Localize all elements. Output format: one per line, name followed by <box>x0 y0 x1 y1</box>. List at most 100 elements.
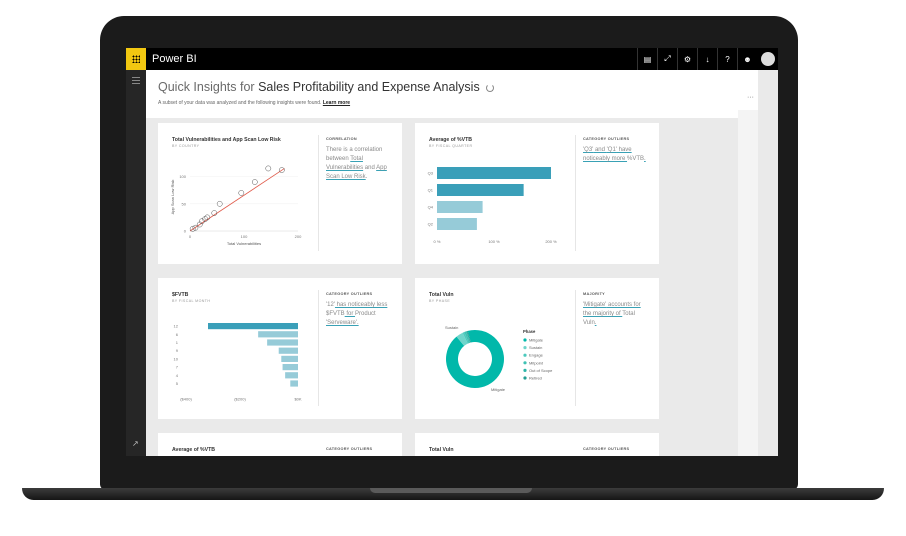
legend-entry: Sustain <box>529 345 542 350</box>
card-description: 'Mitigate' accounts for the majority of … <box>583 301 647 328</box>
card-subtitle: BY COUNTRY <box>172 144 200 148</box>
main-content: Quick Insights for Sales Profitability a… <box>146 70 758 456</box>
card-category: CATEGORY OUTLIERS <box>583 137 630 141</box>
desc-part: and <box>593 147 607 153</box>
subtitle-text: A subset of your data was analyzed and t… <box>158 100 322 106</box>
data-point <box>216 200 223 207</box>
legend-entry: Engage <box>529 353 544 358</box>
desc-part: $FVTB <box>326 311 345 317</box>
card-title: Total Vuln <box>429 292 454 298</box>
hamburger-icon[interactable] <box>132 77 140 84</box>
card-divider <box>318 135 319 251</box>
card-title: Average of %VTB <box>172 447 216 453</box>
insight-card[interactable]: Total Vulnerabilities and App Scan Low R… <box>158 123 402 264</box>
legend-entry: Mitigate <box>529 338 544 343</box>
pie-slice <box>466 330 471 343</box>
insight-card[interactable]: $FVTB BY FISCAL MONTH CATEGORY OUTLIERS '12… <box>158 278 402 419</box>
x-tick-label: 0 <box>189 234 192 239</box>
bar <box>437 218 477 230</box>
data-point <box>238 190 245 196</box>
avatar[interactable] <box>761 52 775 66</box>
chart: Q3 Q1 Q4 Q2 0 % 100 % 200 % <box>428 167 557 244</box>
x-tick-label: $0K <box>294 397 301 402</box>
learn-more-link[interactable]: Learn more <box>322 100 351 106</box>
legend-marker-icon <box>523 353 527 357</box>
pie-slice <box>464 331 470 344</box>
x-tick-label: 200 <box>295 234 302 239</box>
bar <box>282 364 298 371</box>
card-category: CATEGORY OUTLIERS <box>326 292 373 296</box>
y-axis-label: App Scan Low Risk <box>170 180 175 215</box>
scrollbar[interactable] <box>738 110 758 456</box>
bar <box>437 201 483 213</box>
desc-part: has noticeably less <box>334 302 388 308</box>
desc-part: 'Serveware'. <box>326 320 359 326</box>
expand-icon[interactable]: ⤢ <box>657 48 677 70</box>
data-point <box>196 221 203 228</box>
desc-part: . <box>594 320 597 326</box>
bar <box>278 347 298 354</box>
data-point <box>204 214 211 221</box>
data-point <box>278 167 285 173</box>
page-title: Quick Insights for Sales Profitability a… <box>158 80 480 94</box>
bar <box>208 323 298 330</box>
app-launcher-icon[interactable] <box>126 48 146 70</box>
left-nav: ↗ <box>126 70 146 456</box>
card-title: Total Vulnerabilities and App Scan Low R… <box>172 137 281 143</box>
bar <box>285 372 298 379</box>
insight-card[interactable]: Average of %VTB BY FISCAL QUARTER CATEGORY… <box>415 123 659 264</box>
more-options-icon[interactable]: ··· <box>747 94 754 101</box>
desc-part: App Scan Low Risk <box>326 165 387 180</box>
card-subtitle: BY FISCAL QUARTER <box>429 144 473 148</box>
slice-label: Mitigate <box>491 387 506 392</box>
insight-card[interactable]: Total Vuln CATEGORY OUTLIERS <box>415 433 659 456</box>
pie-slice <box>456 332 468 346</box>
category-label: Q4 <box>428 205 434 210</box>
data-point <box>199 218 205 225</box>
category-label: 5 <box>176 381 179 386</box>
card-subtitle: BY PHASE <box>429 299 451 303</box>
desc-part: '12' <box>326 302 335 308</box>
pie-slice <box>466 331 471 343</box>
chart: 12 6 1 9 10 7 4 5 ($400) ($200) $0K <box>174 323 302 402</box>
legend-marker-icon <box>523 338 527 342</box>
desc-part: %VTB <box>627 156 645 162</box>
expand-nav-icon[interactable]: ↗ <box>132 439 139 448</box>
desc-part: There is a correlation between <box>326 147 383 162</box>
settings-icon[interactable]: ⚙ <box>677 48 697 70</box>
legend-entry: Mitpoint <box>529 360 544 365</box>
card-divider <box>575 135 576 251</box>
desc-part: have noticeably more <box>583 147 632 162</box>
card-description: There is a correlation between Total Vul… <box>326 146 390 182</box>
legend-marker-icon <box>523 376 527 380</box>
category-label: 7 <box>176 365 179 370</box>
chart: Sustain Mitigate Phase Mitigate Sustain Engag… <box>445 325 553 392</box>
desc-part: Total Vulnerabilities <box>326 156 364 171</box>
insights-header: Quick Insights for Sales Profitability a… <box>146 70 758 118</box>
category-label: 4 <box>176 373 179 378</box>
legend-marker-icon <box>523 346 527 350</box>
data-point <box>211 210 218 216</box>
desc-part: Total Vuln <box>583 311 635 326</box>
card-title: Total Vuln <box>429 447 454 453</box>
card-divider <box>575 290 576 406</box>
x-axis-label: Total Vulnerabilities <box>227 241 261 246</box>
download-icon[interactable]: ↓ <box>697 48 717 70</box>
category-label: 12 <box>174 324 179 329</box>
card-category: CATEGORY OUTLIERS <box>583 447 630 451</box>
page-subtitle: A subset of your data was analyzed and t… <box>158 100 350 106</box>
x-tick-label: 100 <box>241 234 248 239</box>
help-icon[interactable]: ? <box>717 48 737 70</box>
insight-card[interactable]: Average of %VTB CATEGORY OUTLIERS <box>158 433 402 456</box>
insight-card[interactable]: Total Vuln BY PHASE MAJORITY 'Mitigate' acc… <box>415 278 659 419</box>
y-tick-label: 50 <box>182 201 187 206</box>
card-description: 'Q3' and 'Q1' have noticeably more %VTB. <box>583 146 647 164</box>
y-tick-label: 100 <box>179 174 186 179</box>
card-title: $FVTB <box>172 292 189 298</box>
data-point <box>202 216 208 222</box>
dataset-name: Sales Profitability and Expense Analysis <box>258 80 480 94</box>
category-label: 9 <box>176 348 179 353</box>
comment-icon[interactable]: ▤ <box>637 48 657 70</box>
smiley-icon[interactable]: ☻ <box>737 48 757 70</box>
app-title: Power BI <box>152 53 197 65</box>
